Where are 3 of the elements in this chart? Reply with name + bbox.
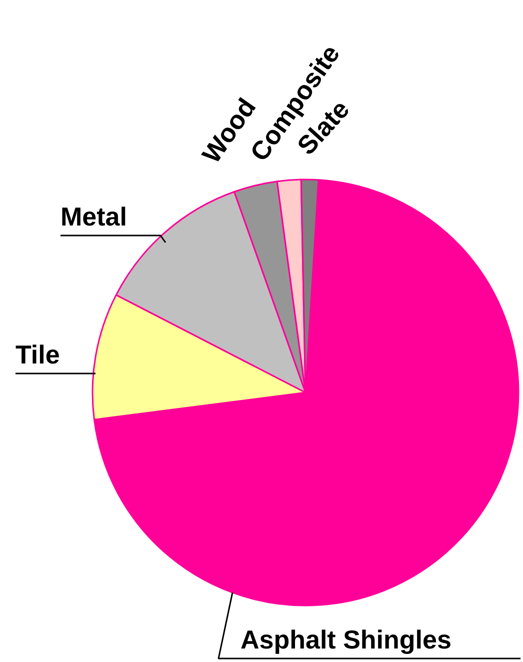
slice-label: Asphalt Shingles	[240, 624, 452, 654]
slice-label: Tile	[16, 340, 60, 370]
slice-label: Metal	[60, 202, 127, 232]
